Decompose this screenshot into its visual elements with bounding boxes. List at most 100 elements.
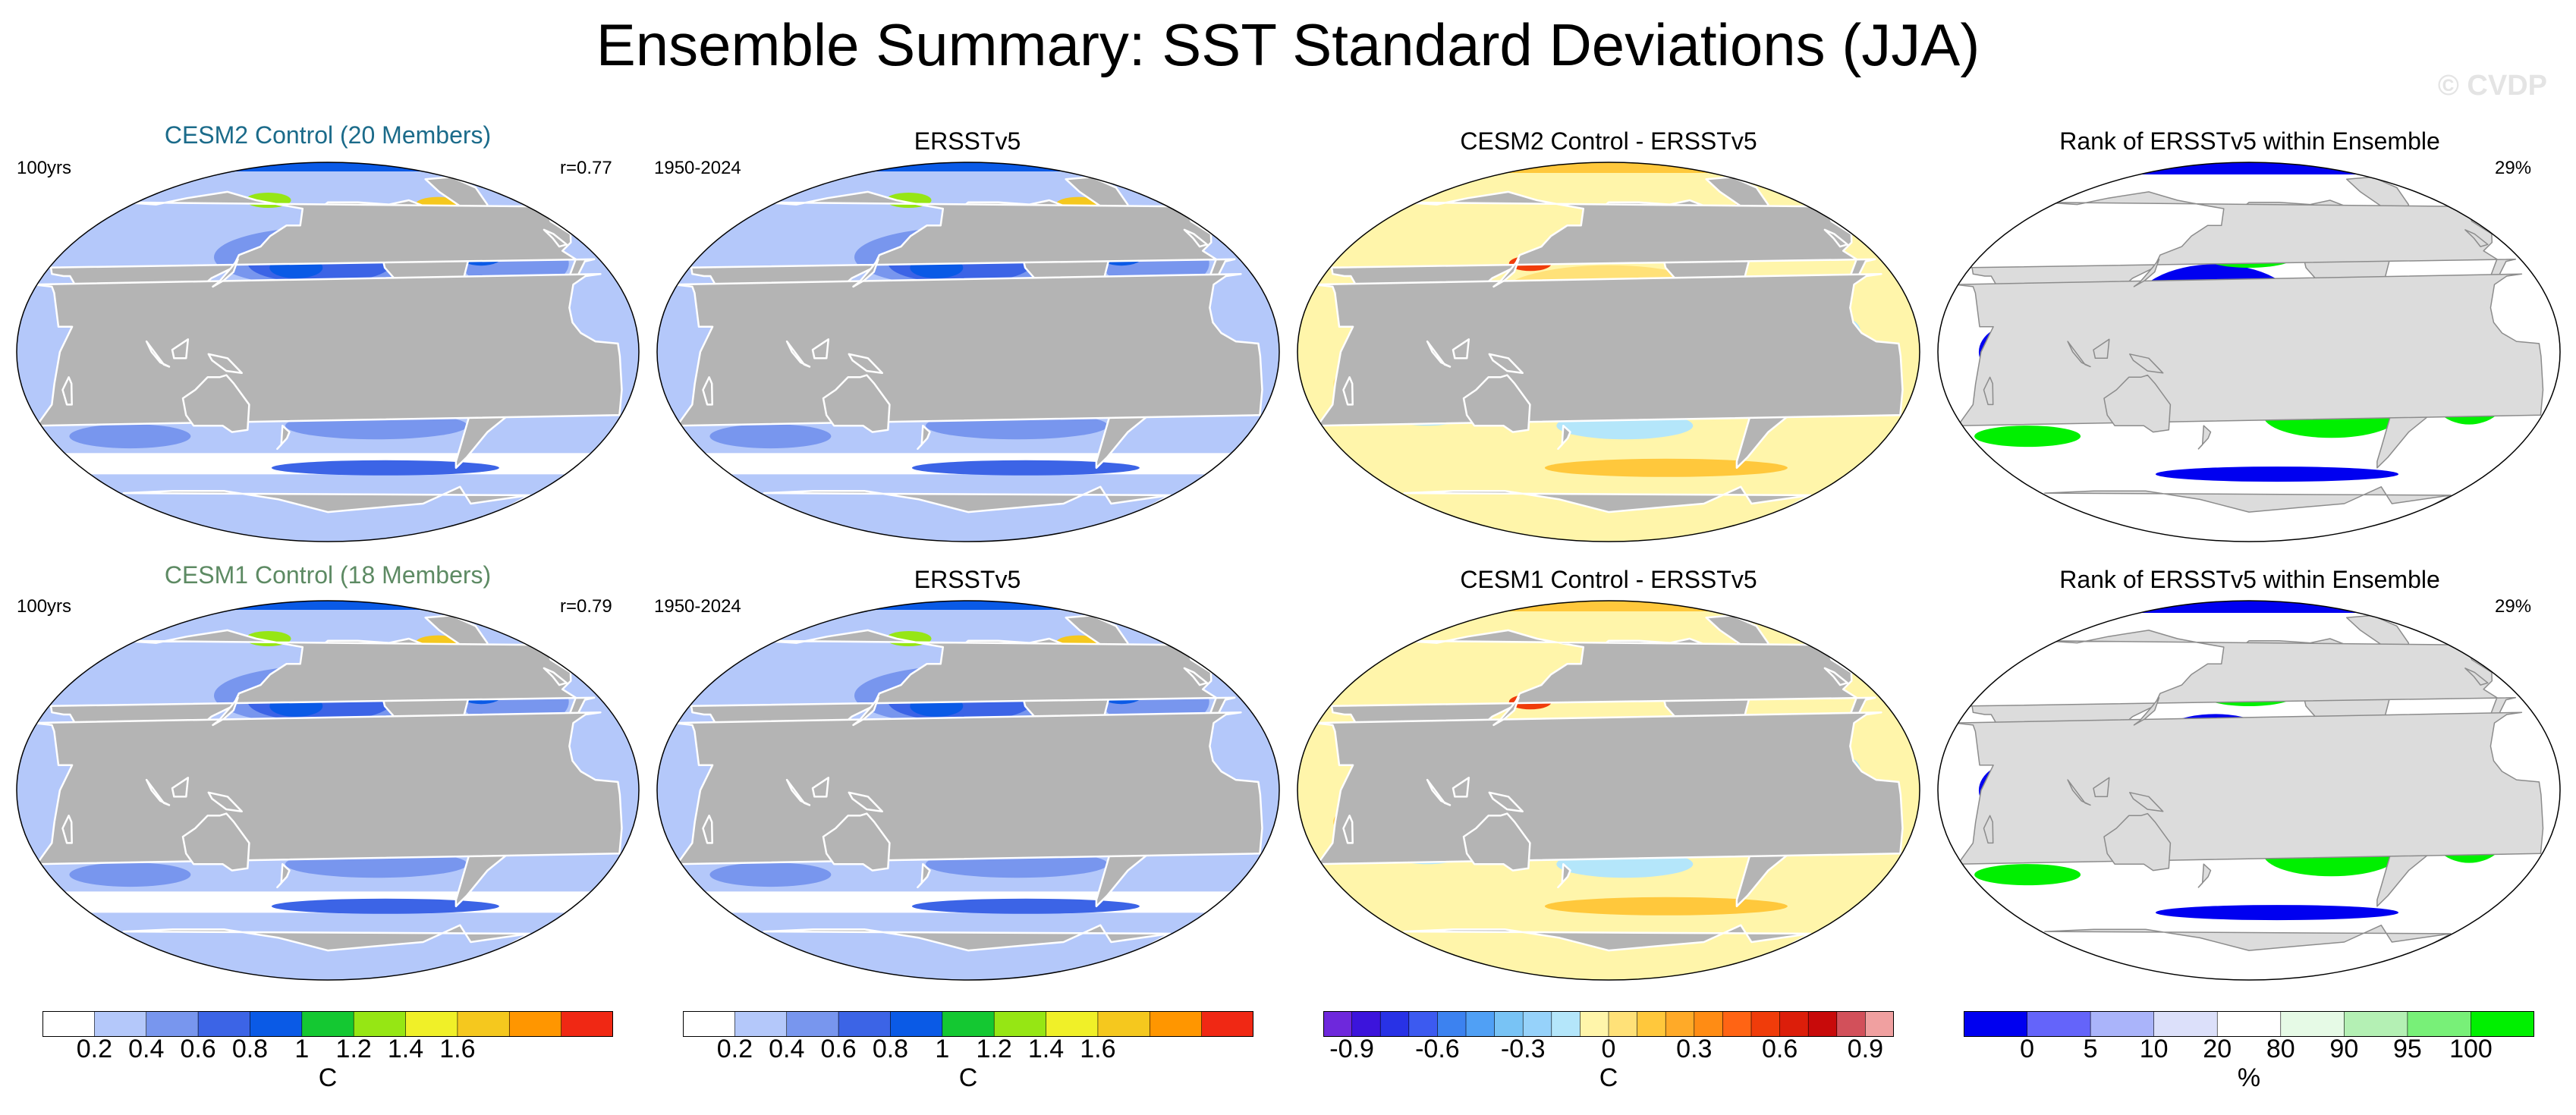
colorbar-swatch — [1694, 1011, 1724, 1037]
colorbar-swatch — [2090, 1011, 2155, 1037]
colorbar-swatch — [1465, 1011, 1496, 1037]
colorbar-swatch — [2216, 1011, 2282, 1037]
land-indonesia-a — [145, 778, 171, 806]
arctic-band — [1938, 162, 2560, 174]
southern-ocean-band — [271, 898, 499, 914]
land-japan — [2133, 697, 2160, 726]
colorbar-rank — [1964, 1011, 2534, 1037]
colorbar-diff — [1323, 1011, 1894, 1037]
colorbar-swatch — [2027, 1011, 2091, 1037]
colorbar-swatch — [508, 1011, 562, 1037]
arctic-band — [1938, 601, 2560, 613]
colorbar-tick-label: 1.6 — [439, 1035, 476, 1063]
land-indonesia-c — [1488, 353, 1524, 375]
land-madagascar — [1342, 815, 1354, 844]
cvdp-watermark: © CVDP — [2437, 70, 2547, 102]
land-australia — [1462, 812, 1531, 872]
colorbar-swatch — [2407, 1011, 2472, 1037]
panel-title-obs-row1: ERSSTv5 — [914, 127, 1021, 155]
land-indonesia-a — [1426, 340, 1452, 368]
colorbar-std-obs-unit: C — [958, 1063, 978, 1092]
colorbar-swatch — [1779, 1011, 1809, 1037]
colorbar-swatch — [786, 1011, 839, 1037]
obs-years-row1: 1950-2024 — [654, 158, 741, 178]
colorbar-tick-label: 0.6 — [1761, 1035, 1798, 1063]
colorbar-swatch — [2344, 1011, 2408, 1037]
land-antarctica — [2044, 925, 2452, 980]
map-outline — [16, 162, 640, 542]
pattern-corr-row2: r=0.79 — [560, 596, 612, 617]
land-indonesia-b — [811, 777, 830, 798]
colorbar-tick-label: 90 — [2329, 1035, 2359, 1063]
land-indonesia-b — [1452, 777, 1470, 798]
colorbar-tick-label: 0.3 — [1676, 1035, 1713, 1063]
map-panel-cesm2-std — [16, 162, 640, 542]
map-panel-cesm1-std — [16, 600, 640, 981]
colorbar-swatch — [2153, 1011, 2219, 1037]
land-australia — [1462, 374, 1531, 433]
land-indonesia-b — [171, 338, 190, 360]
panel-title-diff-row2: CESM1 Control - ERSSTv5 — [1460, 566, 1757, 593]
land-indonesia-c — [207, 353, 243, 375]
colorbar-tick-label: 1.4 — [387, 1035, 424, 1063]
land-japan — [212, 696, 239, 727]
colorbar-tick-label: 1.4 — [1027, 1035, 1065, 1063]
land-madagascar — [1983, 815, 1994, 844]
land-africa — [1954, 273, 2544, 426]
land-uk — [543, 667, 568, 686]
colorbar-swatch — [993, 1011, 1047, 1037]
colorbar-tick-label: 95 — [2392, 1035, 2422, 1063]
land-uk — [1183, 667, 1209, 686]
map-outline — [1297, 162, 1920, 542]
colorbar-tick-label: 0.4 — [769, 1035, 805, 1063]
colorbar-std-model — [42, 1011, 613, 1037]
land-indonesia-c — [207, 791, 243, 813]
colorbar-tick-label: -0.6 — [1415, 1035, 1460, 1063]
map-outline — [1937, 162, 2561, 542]
colorbar-swatch — [2471, 1011, 2534, 1037]
colorbar-swatch — [734, 1011, 788, 1037]
map-outline — [16, 600, 640, 981]
land-australia — [2103, 374, 2172, 433]
land-indonesia-b — [2093, 777, 2110, 798]
colorbar-swatch — [1551, 1011, 1581, 1037]
map-outline — [656, 162, 1280, 542]
southern-ocean-band — [271, 460, 499, 476]
land-antarctica — [763, 485, 1172, 542]
colorbar-swatch — [1637, 1011, 1667, 1037]
colorbar-rank-unit: % — [2237, 1063, 2261, 1092]
panel-title-obs-row2: ERSSTv5 — [914, 566, 1021, 593]
land-indonesia-a — [2067, 341, 2091, 368]
land-africa — [1313, 711, 1904, 865]
land-new-zealand — [1557, 424, 1571, 451]
land-indonesia-c — [848, 353, 883, 375]
colorbar-swatch — [1351, 1011, 1381, 1037]
southern-ocean-low-rank — [2156, 905, 2398, 921]
colorbar-swatch — [838, 1011, 892, 1037]
panel-title-rank-row2: Rank of ERSSTv5 within Ensemble — [2059, 566, 2440, 593]
colorbar-tick-label: 1.2 — [335, 1035, 372, 1063]
land-australia — [822, 812, 891, 872]
colorbar-tick-label: 0.8 — [231, 1035, 269, 1063]
colorbar-swatch — [1097, 1011, 1151, 1037]
land-uk — [1823, 667, 1849, 686]
land-africa — [32, 272, 623, 427]
land-indonesia-a — [785, 340, 811, 368]
southern-ocean-positive — [1544, 458, 1788, 477]
rank-pct-row2: 29% — [2495, 596, 2532, 617]
land-indonesia-c — [2129, 792, 2164, 812]
map-outline — [1937, 600, 2561, 981]
colorbar-swatch — [1750, 1011, 1781, 1037]
colorbar-swatch — [561, 1011, 613, 1037]
map-panel-rank-row1 — [1937, 162, 2561, 542]
land-uk — [1183, 228, 1209, 248]
land-madagascar — [61, 376, 73, 406]
colorbar-frame — [1323, 1011, 1894, 1037]
panel-title-diff-row1: CESM2 Control - ERSSTv5 — [1460, 127, 1757, 155]
southern-ocean-positive — [1544, 897, 1788, 916]
arctic-band — [1297, 601, 1920, 611]
south-indian-high-rank — [1974, 864, 2081, 886]
ocean-field — [17, 162, 639, 542]
land-africa — [32, 711, 623, 865]
land-madagascar — [1342, 376, 1354, 406]
